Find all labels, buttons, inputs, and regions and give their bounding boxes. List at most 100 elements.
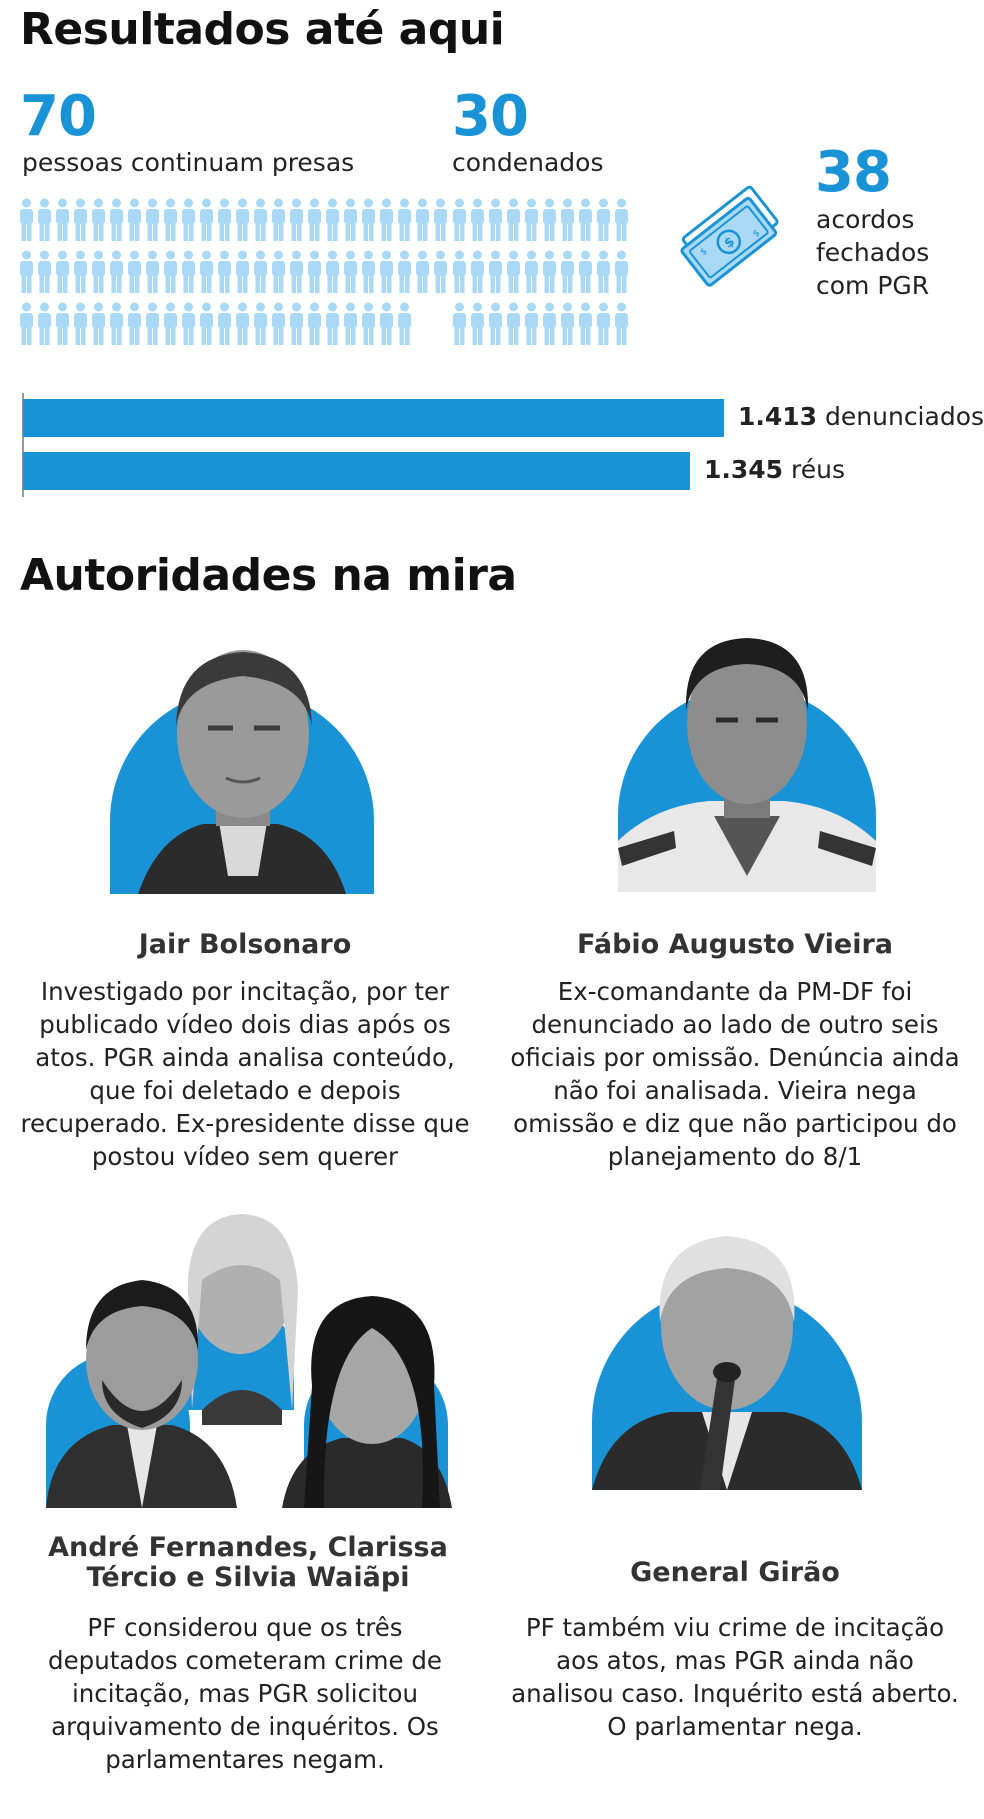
person-icon [559,302,576,346]
person-icon-row [18,198,449,242]
photo-general-girao [590,1222,864,1496]
person-icon-row [18,302,449,346]
presas-count: 70 [20,84,97,149]
person-icon [505,198,522,242]
person-icon [613,250,630,294]
person-icon [342,198,359,242]
person-icon [72,250,89,294]
bar-axis [22,393,24,497]
person-icon [595,302,612,346]
person-icon [595,198,612,242]
desc-three-deputies: PF considerou que os três deputados come… [48,1613,442,1774]
name-fabio-augusto-vieira: Fábio Augusto Vieira [577,929,893,960]
person-icon-row [451,250,630,294]
person-icon [36,250,53,294]
person-icon [234,302,251,346]
bar-label-reus: 1.345 réus [704,455,845,484]
person-icon [144,250,161,294]
person-icon [396,198,413,242]
person-icon [18,198,35,242]
person-icon [126,302,143,346]
acordos-count: 38 [815,140,892,205]
person-icon [252,198,269,242]
condenados-people-grid [451,198,630,346]
person-icon [396,302,413,346]
person-icon [595,250,612,294]
person-icon [36,198,53,242]
photo-bolsonaro [108,636,376,900]
person-icon [234,198,251,242]
person-icon [487,302,504,346]
person-icon [396,250,413,294]
person-icon-row [18,250,449,294]
person-icon [270,250,287,294]
bar-value-reus: 1.345 [704,455,784,484]
person-icon [252,302,269,346]
person-icon [180,198,197,242]
person-icon [414,198,431,242]
person-icon [577,250,594,294]
person-icon [162,302,179,346]
person-icon [342,302,359,346]
person-icon [523,198,540,242]
person-icon [505,250,522,294]
person-icon [234,250,251,294]
person-icon [216,198,233,242]
svg-text:$: $ [752,228,763,239]
bar-label-denunciados: 1.413 denunciados [738,402,984,431]
person-icon [108,198,125,242]
name-bolsonaro: Jair Bolsonaro [138,929,352,960]
person-icon [54,198,71,242]
person-icon [577,198,594,242]
person-icon [324,302,341,346]
bar-denunciados [23,399,724,437]
person-icon [469,250,486,294]
desc-bolsonaro: Investigado por incitação, por ter publi… [20,977,470,1171]
name-general-girao: General Girão [630,1557,840,1588]
name-three-deputies: André Fernandes, Clarissa Tércio e Silvi… [48,1532,448,1593]
person-icon [487,198,504,242]
person-icon [72,198,89,242]
person-icon [541,250,558,294]
acordos-label-line-1: acordos [816,205,915,234]
person-icon [252,250,269,294]
person-icon [378,198,395,242]
person-icon [216,250,233,294]
person-icon [324,250,341,294]
bar-value-denunciados: 1.413 [738,402,818,431]
person-icon [613,198,630,242]
person-icon [306,250,323,294]
person-icon [198,250,215,294]
person-icon [432,198,449,242]
person-icon [559,198,576,242]
money-icon: $ $ $ [670,172,790,292]
bar-reus [23,452,690,490]
photo-fabio-augusto-vieira [614,626,880,898]
person-icon [18,302,35,346]
person-icon [288,302,305,346]
person-icon [378,250,395,294]
condenados-count: 30 [452,84,529,149]
person-icon [559,250,576,294]
person-icon [198,302,215,346]
acordos-label-line-3: com PGR [816,271,930,300]
person-icon [18,250,35,294]
person-icon [487,250,504,294]
person-icon [90,198,107,242]
person-icon [198,198,215,242]
person-icon [270,302,287,346]
person-icon [541,302,558,346]
person-icon [523,302,540,346]
person-icon [144,198,161,242]
person-icon [144,302,161,346]
person-icon [360,198,377,242]
person-icon [360,250,377,294]
person-icon [90,302,107,346]
authorities-title: Autoridades na mira [20,550,517,601]
person-icon [162,198,179,242]
person-icon [270,198,287,242]
person-icon [72,302,89,346]
desc-general-girao: PF também viu crime de incitação aos ato… [511,1613,959,1741]
svg-text:$: $ [699,247,710,258]
bar-category-denunciados: denunciados [825,402,984,431]
